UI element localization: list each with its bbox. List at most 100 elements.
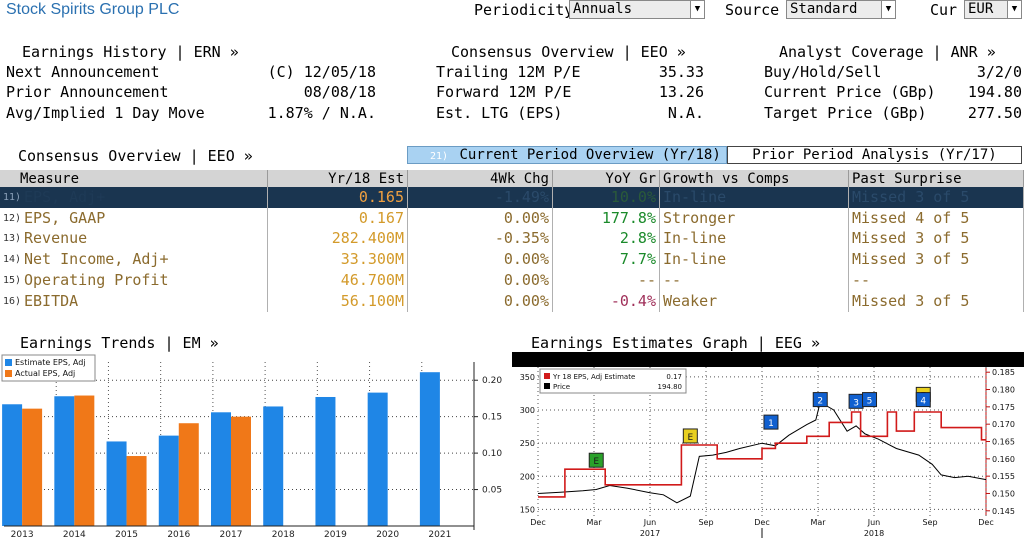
event-marker[interactable]: 5 — [862, 392, 878, 408]
event-marker-label: 3 — [853, 398, 859, 408]
bar-actual[interactable] — [178, 423, 199, 526]
bar-actual[interactable] — [231, 416, 251, 526]
change-cell: 0.00% — [408, 269, 553, 291]
trailing-pe-label: Trailing 12M P/E — [436, 63, 581, 81]
col-surprise-label: Past Surprise — [852, 171, 962, 187]
right-tick-label: 0.175 — [992, 403, 1015, 412]
event-marker-box[interactable] — [915, 392, 931, 408]
measure-cell: EBITDA — [24, 290, 268, 312]
event-marker-box[interactable] — [682, 428, 698, 444]
col-header-est[interactable]: Yr/18 Est — [268, 170, 408, 188]
chevron-down-icon[interactable]: ▼ — [690, 1, 704, 18]
eeg-legend-label: Yr 18 EPS, Adj Estimate — [552, 373, 635, 381]
left-tick-label: 300 — [520, 406, 535, 415]
table-row[interactable]: 12) EPS, GAAP 0.167 0.00% 177.8% Stronger Miss… — [0, 207, 1024, 229]
event-marker[interactable]: 3 — [848, 393, 864, 409]
x-tick-label: 2018 — [272, 530, 295, 540]
row-number: 15) — [3, 274, 22, 286]
col-header-measure[interactable]: Measure — [0, 170, 268, 188]
bar-estimate[interactable] — [263, 406, 284, 526]
change-cell: 0.00% — [408, 207, 553, 229]
chevron-down-icon[interactable]: ▼ — [1007, 1, 1021, 18]
consensus-table-body: 11) EPS, Adj+ 0.165 -1.49% 10.0% In-line Misse… — [0, 187, 1024, 313]
measure-cell: Operating Profit — [24, 269, 268, 291]
x-tick-label: 2016 — [167, 530, 190, 540]
row-number: 13) — [3, 233, 22, 245]
surprise-cell: -- — [849, 269, 1024, 291]
bar-estimate[interactable] — [315, 396, 336, 526]
x-month-label: Dec — [978, 518, 993, 527]
eeg-legend-value: 194.80 — [658, 383, 683, 391]
col-header-chg[interactable]: 4Wk Chg — [408, 170, 553, 188]
change-cell: -0.35% — [408, 228, 553, 250]
periodicity-dropdown[interactable]: Annuals ▼ — [569, 0, 705, 19]
bar-estimate[interactable] — [106, 441, 127, 526]
comps-cell: Stronger — [660, 207, 849, 229]
earnings-history-title[interactable]: Earnings History | ERN » — [22, 43, 239, 61]
event-marker-box[interactable] — [763, 414, 779, 430]
avg-move-label: Avg/Implied 1 Day Move — [6, 104, 205, 122]
estimate-cell: 0.167 — [268, 207, 408, 229]
table-row[interactable]: 15) Operating Profit 46.700M 0.00% -- -- -- — [0, 269, 1024, 291]
table-row[interactable]: 13) Revenue 282.400M -0.35% 2.8% In-line Misse… — [0, 228, 1024, 250]
x-month-label: Sep — [922, 518, 937, 527]
col-chg-label: 4Wk Chg — [489, 171, 549, 187]
analyst-coverage-link[interactable]: Analyst Coverage | ANR » — [779, 43, 996, 61]
trends-legend: Estimate EPS, Adj Actual EPS, Adj — [1, 354, 96, 382]
event-marker-box[interactable] — [588, 452, 604, 468]
chevron-down-icon[interactable]: ▼ — [881, 1, 895, 18]
measure-cell: Revenue — [24, 228, 268, 250]
event-marker[interactable]: E — [682, 428, 698, 444]
tab-prior-period[interactable]: Prior Period Analysis (Yr/17) — [727, 146, 1022, 164]
comps-cell: -- — [660, 269, 849, 291]
next-announcement-label: Next Announcement — [6, 63, 160, 81]
surprise-cell: Missed 3 of 5 — [849, 228, 1024, 250]
consensus-overview-link[interactable]: Consensus Overview | EEO » — [451, 43, 686, 61]
consensus-table-title[interactable]: Consensus Overview | EEO » — [18, 147, 253, 165]
event-marker[interactable]: E — [588, 452, 604, 468]
bar-estimate[interactable] — [419, 372, 440, 526]
source-dropdown[interactable]: Standard ▼ — [786, 0, 896, 19]
estimates-graph-title[interactable]: Earnings Estimates Graph | EEG » — [531, 334, 820, 352]
earnings-trends-chart: 0.05 0.10 0.15 0.20 2013 2014 2015 2016 2017 2018… — [0, 354, 510, 540]
eeg-legend: Yr 18 EPS, Adj Estimate 0.17 Price 194.80 — [539, 368, 687, 394]
col-header-yoy[interactable]: YoY Gr — [553, 170, 660, 188]
target-price-label: Target Price (GBp) — [764, 104, 927, 122]
table-row[interactable]: 16) EBITDA 56.100M 0.00% -0.4% Weaker Missed 3… — [0, 290, 1024, 312]
bar-actual[interactable] — [126, 456, 147, 526]
x-tick-label: 2020 — [376, 530, 399, 540]
tab-current-period[interactable]: 21) Current Period Overview (Yr/18) — [407, 146, 727, 164]
event-marker[interactable]: 4 — [915, 392, 931, 408]
col-est-label: Yr/18 Est — [328, 171, 404, 187]
bar-estimate[interactable] — [54, 396, 75, 526]
bar-actual[interactable] — [74, 395, 95, 526]
x-month-label: Mar — [810, 518, 826, 527]
forward-pe-label: Forward 12M P/E — [436, 83, 572, 101]
bar-estimate[interactable] — [367, 392, 388, 526]
bar-estimate[interactable] — [211, 412, 231, 526]
event-marker[interactable]: 2 — [812, 392, 828, 408]
col-header-comps[interactable]: Growth vs Comps — [660, 170, 849, 188]
event-marker-box[interactable] — [862, 392, 878, 408]
table-row[interactable]: 14) Net Income, Adj+ 33.300M 0.00% 7.7% In-li… — [0, 249, 1024, 271]
right-tick-label: 0.180 — [992, 386, 1015, 395]
buy-hold-sell-label: Buy/Hold/Sell — [764, 63, 882, 81]
eeg-xaxis-area — [512, 516, 1024, 540]
currency-dropdown[interactable]: EUR ▼ — [964, 0, 1022, 19]
x-tick-label: 2021 — [428, 530, 451, 540]
event-marker-box[interactable] — [812, 392, 828, 408]
yoy-cell: 2.8% — [553, 228, 660, 250]
x-month-label: Jun — [867, 518, 881, 527]
earnings-trends-title[interactable]: Earnings Trends | EM » — [20, 334, 219, 352]
left-tick-label: 200 — [520, 472, 535, 481]
col-header-surprise[interactable]: Past Surprise — [849, 170, 1024, 188]
x-month-label: Dec — [530, 518, 545, 527]
table-row[interactable]: 11) EPS, Adj+ 0.165 -1.49% 10.0% In-line Misse… — [0, 187, 1024, 208]
event-marker[interactable]: 1 — [763, 414, 779, 430]
legend-box — [1, 354, 96, 382]
bar-estimate[interactable] — [2, 404, 23, 526]
eeg-legend-label: Price — [553, 383, 570, 391]
periodicity-label: Periodicity — [474, 1, 574, 19]
bar-estimate[interactable] — [158, 435, 179, 526]
bar-actual[interactable] — [22, 408, 43, 526]
